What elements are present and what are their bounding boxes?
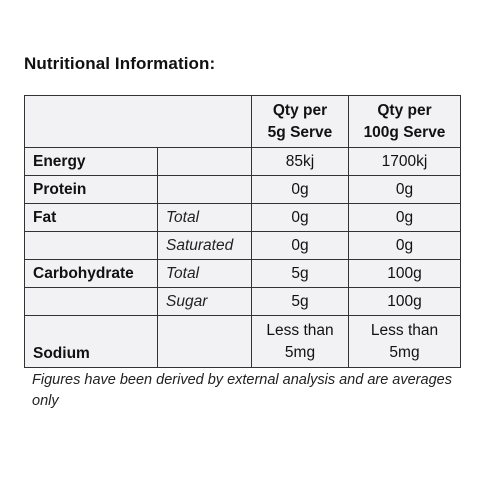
sub-label bbox=[157, 147, 252, 176]
sub-label bbox=[157, 175, 252, 204]
nutrient-label bbox=[24, 287, 158, 316]
per-100g-value: Less than 5mg bbox=[348, 315, 461, 368]
per-serve-value-line1: Less than bbox=[266, 321, 334, 339]
per-100g-value: 100g bbox=[348, 259, 461, 288]
table-row: Carbohydrate Total 5g 100g bbox=[24, 259, 461, 288]
nutrition-table: Qty per 5g Serve Qty per 100g Serve Ener… bbox=[24, 95, 461, 368]
per-100g-value: 0g bbox=[348, 231, 461, 260]
per-100g-value: 0g bbox=[348, 203, 461, 232]
table-row: Energy 85kj 1700kj bbox=[24, 147, 461, 176]
per-serve-value: 0g bbox=[251, 203, 349, 232]
nutrient-label: Sodium bbox=[24, 315, 158, 368]
sub-label: Saturated bbox=[157, 231, 252, 260]
per-serve-value-line2: 5mg bbox=[284, 343, 316, 361]
table-row: Saturated 0g 0g bbox=[24, 231, 461, 260]
nutrient-label: Protein bbox=[24, 175, 158, 204]
column-header-per-serve: Qty per 5g Serve bbox=[251, 95, 349, 148]
column-header-per-serve-line2: 5g Serve bbox=[267, 123, 333, 141]
per-100g-value: 1700kj bbox=[348, 147, 461, 176]
per-serve-value: 85kj bbox=[251, 147, 349, 176]
table-row: Protein 0g 0g bbox=[24, 175, 461, 204]
per-100g-value-line2: 5mg bbox=[389, 343, 420, 361]
column-header-per-serve-line1: Qty per bbox=[272, 101, 328, 119]
nutrient-label: Fat bbox=[24, 203, 158, 232]
per-100g-value: 0g bbox=[348, 175, 461, 204]
per-serve-value: Less than 5mg bbox=[251, 315, 349, 368]
header-empty-cell bbox=[24, 95, 252, 148]
sub-label: Sugar bbox=[157, 287, 252, 316]
per-serve-value: 0g bbox=[251, 175, 349, 204]
per-serve-value: 0g bbox=[251, 231, 349, 260]
per-100g-value-line1: Less than bbox=[370, 321, 439, 339]
table-row: Sugar 5g 100g bbox=[24, 287, 461, 316]
sub-label bbox=[157, 315, 252, 368]
per-100g-value: 100g bbox=[348, 287, 461, 316]
page-title: Nutritional Information: bbox=[24, 54, 216, 73]
sub-label: Total bbox=[157, 203, 252, 232]
column-header-per-100g-line2: 100g Serve bbox=[363, 123, 446, 141]
table-header-row: Qty per 5g Serve Qty per 100g Serve bbox=[24, 95, 461, 148]
column-header-per-100g-line1: Qty per bbox=[377, 101, 432, 119]
nutrient-label bbox=[24, 231, 158, 260]
nutrient-label: Carbohydrate bbox=[24, 259, 158, 288]
nutrient-label: Energy bbox=[24, 147, 158, 176]
table-row: Fat Total 0g 0g bbox=[24, 203, 461, 232]
per-serve-value: 5g bbox=[251, 259, 349, 288]
per-serve-value: 5g bbox=[251, 287, 349, 316]
table-row-sodium: Sodium Less than 5mg Less than 5mg bbox=[24, 315, 461, 368]
footnote: Figures have been derived by external an… bbox=[32, 372, 452, 409]
sub-label: Total bbox=[157, 259, 252, 288]
column-header-per-100g: Qty per 100g Serve bbox=[348, 95, 461, 148]
